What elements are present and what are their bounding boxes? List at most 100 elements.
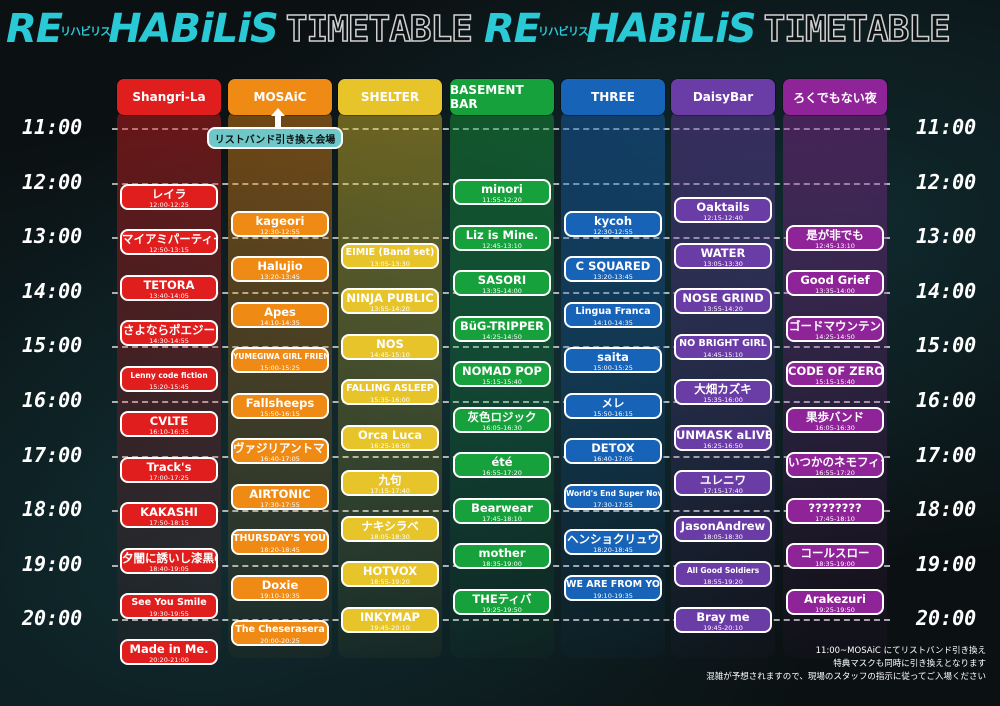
time-label-right: 15:00 — [916, 333, 977, 358]
act-slot: Oaktails 12:15-12:40 — [674, 197, 772, 224]
act-slot: C SQUARED 13:20-13:45 — [564, 256, 662, 283]
act-slot: See You Smile 19:30-19:55 — [120, 593, 218, 620]
time-label-left: 17:00 — [22, 442, 83, 467]
act-slot: 大畑カズキ 15:35-16:00 — [674, 379, 772, 406]
act-time: 12:30-12:55 — [593, 227, 633, 236]
act-name: YUMEGIWA GIRL FRIEND — [233, 352, 329, 362]
act-time: 14:45-15:10 — [703, 350, 743, 359]
act-name: KAKASHI — [140, 505, 198, 520]
act-name: BüG-TRIPPER — [459, 318, 545, 333]
act-name: All Good Soldiers — [686, 566, 760, 576]
act-time: 15:35-16:00 — [703, 396, 743, 405]
act-name: SASORI — [477, 273, 527, 288]
act-time: 16:10-16:35 — [149, 428, 189, 437]
act-time: 11:55-12:20 — [482, 196, 522, 205]
act-name: saita — [597, 350, 629, 365]
act-slot: Fallsheeps 15:50-16:15 — [231, 392, 329, 419]
act-time: 13:05-13:30 — [703, 259, 743, 268]
act-time: 17:00-17:25 — [149, 473, 189, 482]
act-time: 18:55-19:20 — [703, 578, 743, 587]
act-time: 16:05-16:30 — [482, 423, 522, 432]
act-time: 16:05-16:30 — [815, 423, 855, 432]
act-slot: Bearwear 17:45-18:10 — [453, 497, 551, 524]
act-name: NOMAD POP — [462, 364, 542, 379]
act-slot: Apes 14:10-14:35 — [231, 301, 329, 328]
act-time: 15:20-15:45 — [149, 382, 189, 391]
act-name: Bearwear — [471, 500, 533, 515]
act-time: 14:30-14:55 — [149, 337, 189, 346]
act-time: 16:25-16:50 — [370, 441, 410, 450]
act-name: HOTVOX — [362, 564, 418, 579]
act-slot: Arakezuri 19:25-19:50 — [786, 588, 884, 615]
act-time: 19:25-19:50 — [482, 605, 522, 614]
hour-gridline — [112, 619, 890, 622]
act-time: 15:50-16:15 — [593, 409, 633, 418]
act-slot: HOTVOX 18:55-19:20 — [341, 561, 439, 588]
act-name: NINJA PUBLIC — [346, 291, 434, 306]
act-name: ヴァジリアントマト — [233, 441, 329, 456]
act-time: 20:20-21:00 — [149, 655, 189, 664]
act-time: 19:25-19:50 — [815, 605, 855, 614]
venue-header: SHELTER — [338, 79, 442, 115]
act-time: 12:00-12:25 — [149, 200, 189, 209]
wristband-exchange-label: リストバンド引き換え会場 — [207, 127, 343, 149]
act-slot: NOS 14:45-15:10 — [341, 333, 439, 360]
time-label-left: 16:00 — [22, 388, 83, 412]
act-name: NOSE GRIND — [682, 291, 764, 306]
time-label-left: 14:00 — [22, 278, 83, 303]
act-name: 夕闇に誘いし漆黒の天使達 — [122, 550, 216, 565]
act-slot: マイアミパーティー 12:50-13:15 — [120, 229, 218, 256]
act-time: 13:05-13:30 — [370, 259, 410, 268]
act-time: 12:50-13:15 — [149, 246, 189, 255]
venue-header: Shangri-La — [117, 79, 221, 115]
act-name: 九句 — [378, 473, 402, 488]
time-label-left: 11:00 — [22, 115, 83, 139]
act-name: ゴードマウンテン — [789, 318, 881, 333]
act-name: été — [491, 455, 513, 470]
act-time: 17:15-17:40 — [370, 487, 410, 496]
act-time: 18:55-19:20 — [370, 578, 410, 587]
act-slot: NOSE GRIND 13:55-14:20 — [674, 288, 772, 315]
act-slot: mother 18:35-19:00 — [453, 543, 551, 570]
act-name: Apes — [264, 304, 296, 319]
act-name: 灰色ロジック — [467, 409, 537, 424]
act-time: 18:05-18:30 — [370, 532, 410, 541]
venue-column-band — [228, 110, 332, 658]
act-name: WATER — [700, 245, 746, 260]
act-slot: Liz is Mine. 12:45-13:10 — [453, 224, 551, 251]
hour-gridline — [112, 128, 890, 130]
time-label-left: 12:00 — [22, 169, 83, 194]
act-slot: FALLING ASLEEP 15:35-16:00 — [341, 379, 439, 406]
act-name: The Cheserasera — [235, 624, 325, 636]
act-time: 19:45-20:10 — [703, 623, 743, 632]
act-time: 17:30-17:55 — [260, 500, 300, 509]
act-slot: Doxie 19:10-19:35 — [231, 574, 329, 601]
act-time: 12:45-13:10 — [482, 241, 522, 250]
act-slot: THURSDAY'S YOUTH18:20-18:45 — [231, 529, 329, 556]
act-name: EIMIE (Band set) — [345, 246, 435, 258]
time-label-right: 19:00 — [916, 551, 977, 576]
act-slot: All Good Soldiers 18:55-19:20 — [674, 561, 772, 588]
act-name: Lenny code fiction — [130, 370, 208, 380]
act-slot: AIRTONIC 17:30-17:55 — [231, 483, 329, 510]
act-slot: 果歩バンド 16:05-16:30 — [786, 406, 884, 433]
act-time: 19:10-19:35 — [260, 591, 300, 600]
act-time: 17:50-18:15 — [149, 519, 189, 528]
act-slot: ヴァジリアントマト 16:40-17:05 — [231, 438, 329, 465]
act-slot: été 16:55-17:20 — [453, 452, 551, 479]
act-time: 14:25-14:50 — [482, 332, 522, 341]
act-slot: kageori 12:30-12:55 — [231, 210, 329, 237]
act-name: ヘンショクリュウ — [567, 532, 659, 547]
act-time: 20:00-20:25 — [260, 637, 300, 646]
time-label-right: 12:00 — [916, 169, 977, 194]
time-label-right: 11:00 — [916, 115, 977, 139]
act-name: Orca Luca — [357, 427, 423, 442]
act-slot: 是が非でも 12:45-13:10 — [786, 224, 884, 251]
act-time: 14:25-14:50 — [815, 332, 855, 341]
act-time: 13:20-13:45 — [593, 273, 633, 282]
act-time: 12:15-12:40 — [703, 214, 743, 223]
venue-header: DaisyBar — [671, 79, 775, 115]
act-time: 15:00-15:25 — [593, 364, 633, 373]
act-slot: saita 15:00-15:25 — [564, 347, 662, 374]
act-name: minori — [481, 182, 523, 197]
